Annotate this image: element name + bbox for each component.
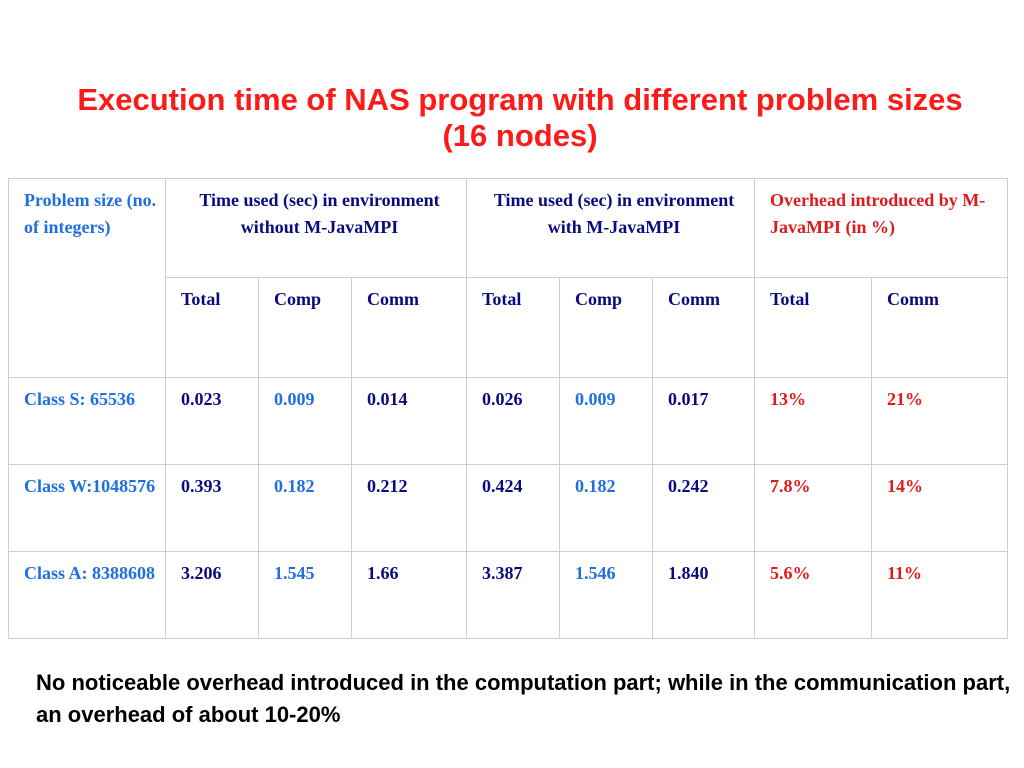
overhead-cell: 7.8% bbox=[754, 464, 873, 552]
overhead-cell: 21% bbox=[871, 377, 1009, 465]
table-row: Class A: 8388608 3.206 1.545 1.66 3.387 … bbox=[8, 551, 1009, 639]
results-table: Problem size (no. of integers) Time used… bbox=[8, 178, 1009, 639]
value-cell: 1.545 bbox=[258, 551, 352, 639]
overhead-cell: 14% bbox=[871, 464, 1009, 552]
overhead-cell: 13% bbox=[754, 377, 873, 465]
value-cell: 0.212 bbox=[350, 464, 468, 552]
overhead-cell: 11% bbox=[871, 551, 1009, 639]
subheader-cell: Total bbox=[466, 277, 561, 378]
summary-note: No noticeable overhead introduced in the… bbox=[36, 670, 1011, 727]
subheader-cell: Total bbox=[165, 277, 259, 378]
value-cell: 1.840 bbox=[652, 551, 756, 639]
overhead-header: Overhead introduced by M-JavaMPI (in %) bbox=[754, 178, 1009, 278]
with-mjavampi-header: Time used (sec) in environment with M-Ja… bbox=[466, 178, 756, 278]
table-row: Class S: 65536 0.023 0.009 0.014 0.026 0… bbox=[8, 377, 1009, 465]
header-row: Problem size (no. of integers) Time used… bbox=[8, 178, 1009, 378]
without-mjavampi-header: Time used (sec) in environment without M… bbox=[164, 178, 468, 278]
subheader-cell: Total bbox=[754, 277, 873, 378]
value-cell: 0.182 bbox=[258, 464, 352, 552]
value-cell: 1.66 bbox=[350, 551, 468, 639]
value-cell: 0.009 bbox=[258, 377, 352, 465]
subheader-cell: Comp bbox=[559, 277, 654, 378]
subheader-cell: Comm bbox=[350, 277, 468, 378]
subheader-cell: Comm bbox=[871, 277, 1009, 378]
slide-title: Execution time of NAS program with diffe… bbox=[77, 82, 963, 153]
value-cell: 1.546 bbox=[559, 551, 654, 639]
value-cell: 0.026 bbox=[466, 377, 561, 465]
value-cell: 0.017 bbox=[652, 377, 756, 465]
value-cell: 0.393 bbox=[165, 464, 259, 552]
value-cell: 0.424 bbox=[466, 464, 561, 552]
value-cell: 0.023 bbox=[165, 377, 259, 465]
subheader-cell: Comp bbox=[258, 277, 352, 378]
overhead-cell: 5.6% bbox=[754, 551, 873, 639]
value-cell: 3.387 bbox=[466, 551, 561, 639]
value-cell: 0.014 bbox=[350, 377, 468, 465]
value-cell: 0.009 bbox=[559, 377, 654, 465]
subheader-row: Total Comp Comm Total Comp Comm Total Co… bbox=[9, 277, 1009, 378]
row-label: Class W:1048576 bbox=[8, 464, 166, 552]
row-label: Class S: 65536 bbox=[8, 377, 166, 465]
subheader-cell: Comm bbox=[652, 277, 756, 378]
value-cell: 0.182 bbox=[559, 464, 654, 552]
value-cell: 3.206 bbox=[165, 551, 259, 639]
row-label: Class A: 8388608 bbox=[8, 551, 166, 639]
table-row: Class W:1048576 0.393 0.182 0.212 0.424 … bbox=[8, 464, 1009, 552]
value-cell: 0.242 bbox=[652, 464, 756, 552]
problem-size-header: Problem size (no. of integers) bbox=[8, 178, 166, 378]
